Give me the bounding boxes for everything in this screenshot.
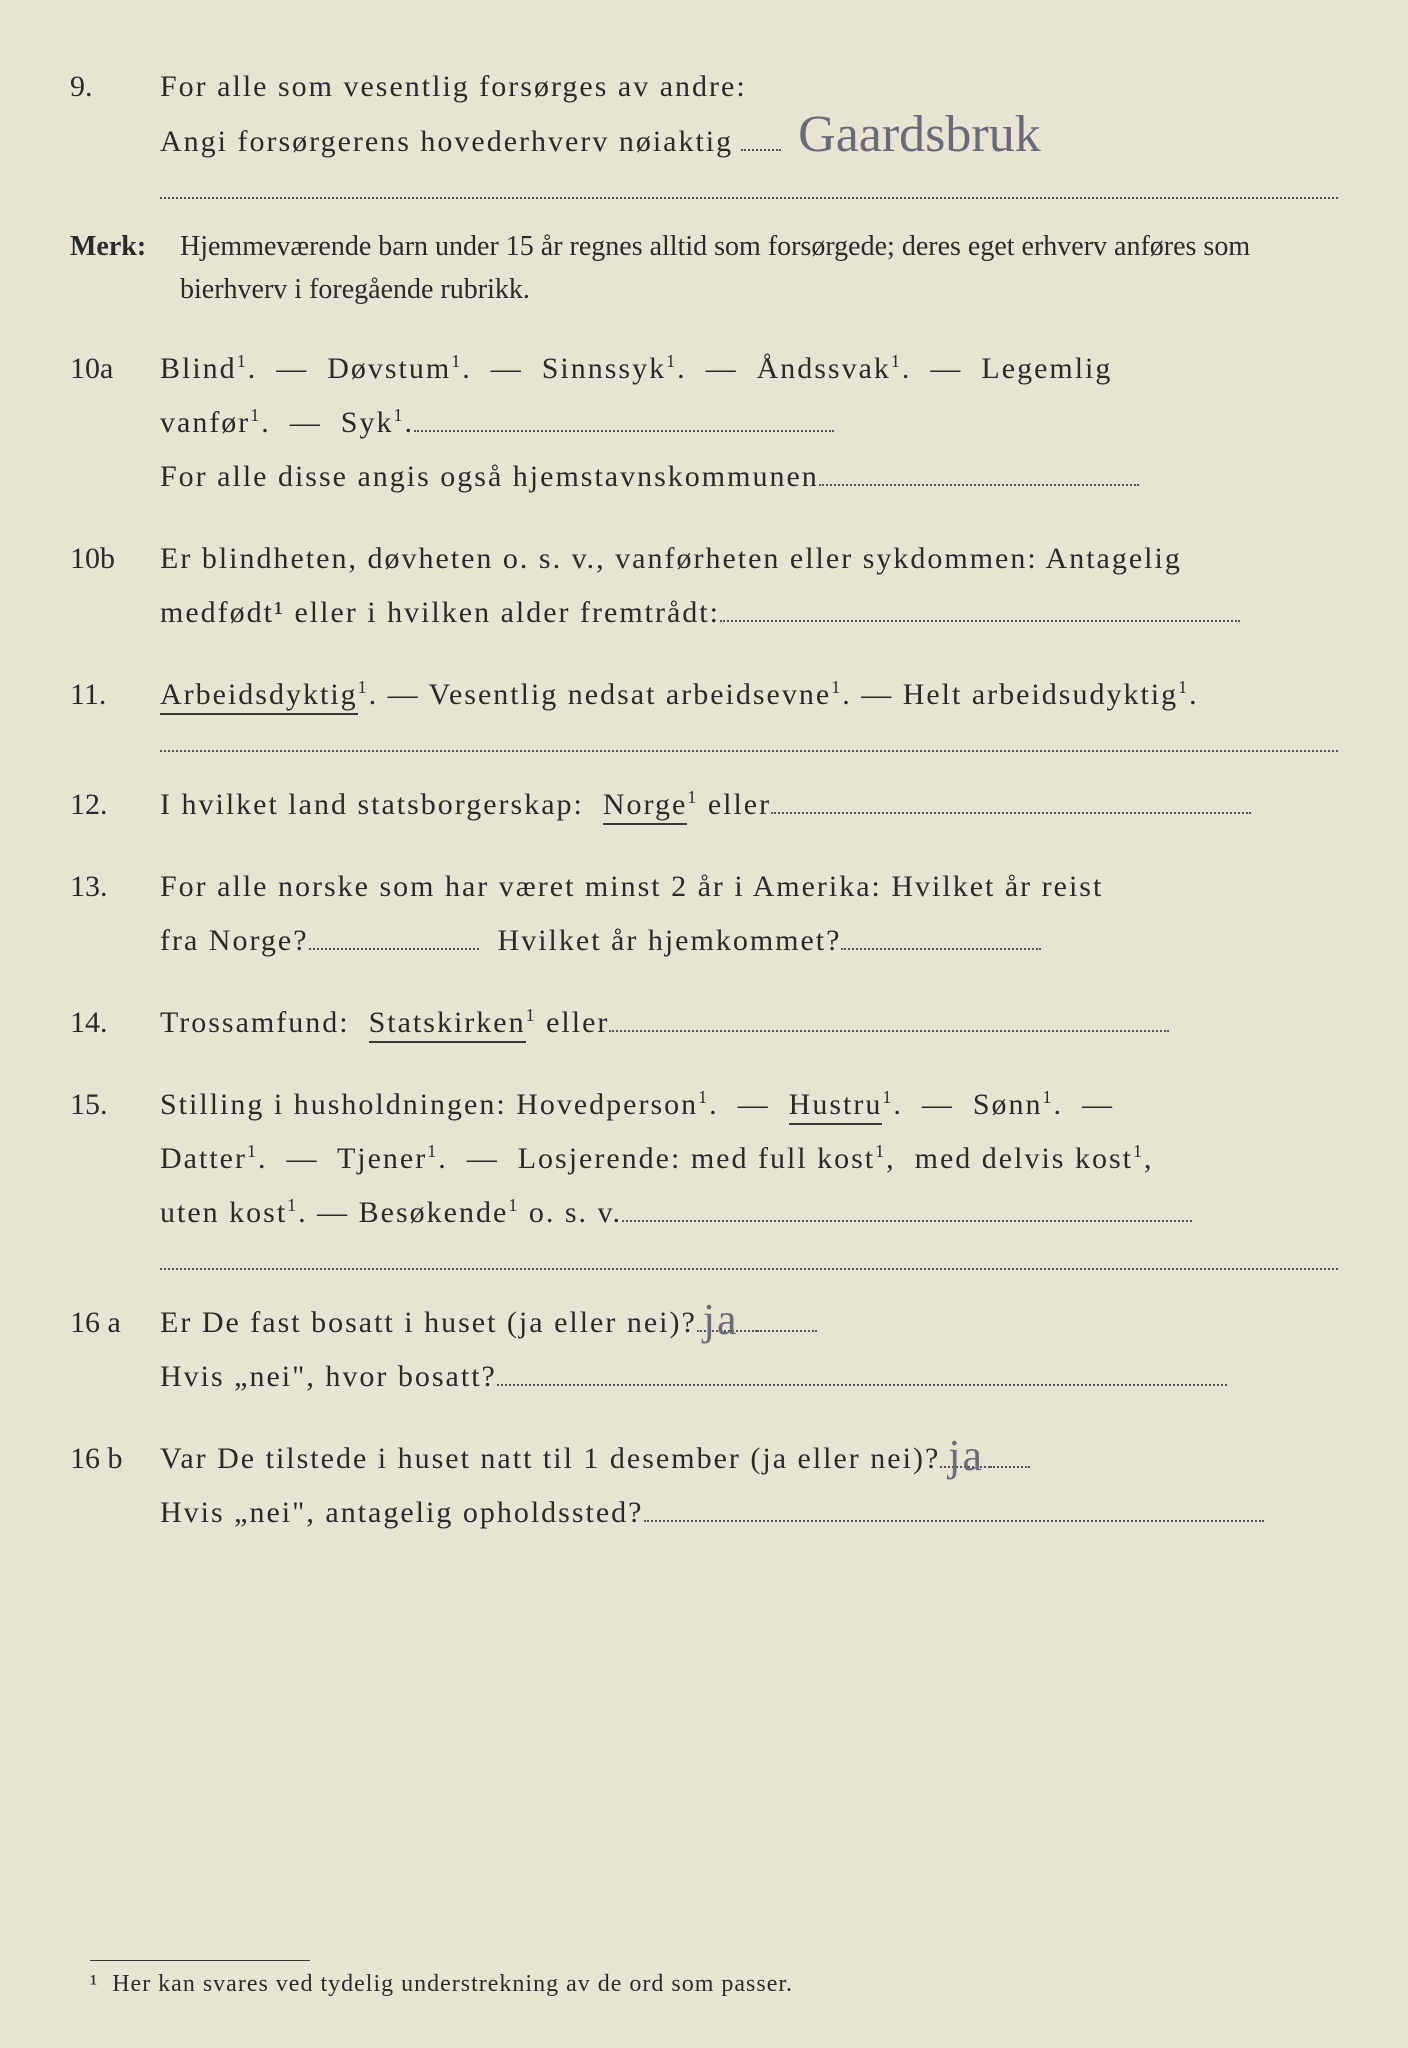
q14-number: 14.: [70, 996, 160, 1050]
q16a-body: Er De fast bosatt i huset (ja eller nei)…: [160, 1296, 1338, 1404]
question-14: 14. Trossamfund: Statskirken1 eller: [70, 996, 1338, 1050]
q12-body: I hvilket land statsborgerskap: Norge1 e…: [160, 778, 1338, 832]
opt-statskirken: Statskirken: [369, 1006, 526, 1043]
q16b-t2: Hvis „nei", antagelig opholdssted?: [160, 1496, 644, 1529]
q10a-fill-2: [819, 484, 1139, 486]
opt-nedsat: Vesentlig nedsat arbeidsevne: [429, 678, 832, 711]
q9-body: For alle som vesentlig forsørges av andr…: [160, 60, 1338, 169]
q16a-t1: Er De fast bosatt i huset (ja eller nei)…: [160, 1306, 697, 1339]
footnote-rule: [90, 1960, 310, 1961]
q9-line2: Angi forsørgerens hovederhverv nøiaktig: [160, 125, 733, 158]
divider-1: [160, 197, 1338, 199]
q16a-fill-2: [497, 1384, 1227, 1386]
merk-label: Merk:: [70, 225, 180, 312]
opt-udyktig: Helt arbeidsudyktig: [903, 678, 1178, 711]
question-12: 12. I hvilket land statsborgerskap: Norg…: [70, 778, 1338, 832]
opt-blind: Blind: [160, 352, 237, 385]
q16b-fill-2: [644, 1520, 1264, 1522]
opt-tjener: Tjener: [337, 1142, 427, 1175]
q16a-handwritten: ja: [703, 1302, 739, 1337]
q12-fill: [771, 812, 1251, 814]
opt-hustru: Hustru: [789, 1088, 883, 1125]
q11-body: Arbeidsdyktig1. — Vesentlig nedsat arbei…: [160, 668, 1338, 722]
opt-sinnssyk: Sinnssyk: [542, 352, 666, 385]
question-11: 11. Arbeidsdyktig1. — Vesentlig nedsat a…: [70, 668, 1338, 722]
q10b-line2: medfødt¹ eller i hvilken alder fremtrådt…: [160, 596, 720, 629]
q10a-fill-1: [414, 430, 834, 432]
q15-number: 15.: [70, 1078, 160, 1240]
q13-body: For alle norske som har været minst 2 år…: [160, 860, 1338, 968]
q16b-fill-1: ja: [940, 1466, 990, 1468]
q9-fill-dots: [741, 149, 781, 151]
q12-text: I hvilket land statsborgerskap:: [160, 788, 584, 821]
q16b-handwritten: ja: [948, 1438, 984, 1473]
q16a-fill-1: ja: [697, 1330, 757, 1332]
q12-eller: eller: [708, 788, 771, 821]
divider-2: [160, 750, 1338, 752]
q10b-body: Er blindheten, døvheten o. s. v., vanfør…: [160, 532, 1338, 640]
q16b-body: Var De tilstede i huset natt til 1 desem…: [160, 1432, 1338, 1540]
footnote: ¹ Her kan svares ved tydelig understrekn…: [90, 1960, 793, 1998]
q15-fill: [622, 1220, 1192, 1222]
q14-fill: [609, 1030, 1169, 1032]
q10a-line3: For alle disse angis også hjemstavnskomm…: [160, 460, 819, 493]
q15-t1: Stilling i husholdningen: Hovedperson: [160, 1088, 698, 1121]
q13-fill-2: [841, 948, 1041, 950]
merk-note: Merk: Hjemmeværende barn under 15 år reg…: [70, 225, 1338, 312]
q10a-body: Blind1. — Døvstum1. — Sinnssyk1. — Åndss…: [160, 342, 1338, 504]
q16b-t1: Var De tilstede i huset natt til 1 desem…: [160, 1442, 940, 1475]
question-16b: 16 b Var De tilstede i huset natt til 1 …: [70, 1432, 1338, 1540]
opt-arbeidsdyktig: Arbeidsdyktig: [160, 678, 358, 715]
opt-dovstum: Døvstum: [327, 352, 451, 385]
question-9: 9. For alle som vesentlig forsørges av a…: [70, 60, 1338, 169]
q9-number: 9.: [70, 60, 160, 169]
footnote-text: Her kan svares ved tydelig understreknin…: [112, 1971, 793, 1997]
question-10b: 10b Er blindheten, døvheten o. s. v., va…: [70, 532, 1338, 640]
opt-delvis: med delvis kost: [915, 1142, 1133, 1175]
q14-body: Trossamfund: Statskirken1 eller: [160, 996, 1338, 1050]
q10b-number: 10b: [70, 532, 160, 640]
opt-besokende: Besøkende: [359, 1196, 509, 1229]
merk-text: Hjemmeværende barn under 15 år regnes al…: [180, 225, 1338, 312]
q16b-fill-1b: [990, 1466, 1030, 1468]
q13-fill-1: [309, 948, 479, 950]
opt-datter: Datter: [160, 1142, 247, 1175]
q9-line1: For alle som vesentlig forsørges av andr…: [160, 70, 747, 103]
opt-uten: uten kost: [160, 1196, 287, 1229]
q11-number: 11.: [70, 668, 160, 722]
q12-number: 12.: [70, 778, 160, 832]
question-13: 13. For alle norske som har været minst …: [70, 860, 1338, 968]
q13-line1: For alle norske som har været minst 2 år…: [160, 870, 1103, 903]
q15-osv: o. s. v.: [529, 1196, 622, 1229]
q14-eller: eller: [546, 1006, 609, 1039]
q10a-number: 10a: [70, 342, 160, 504]
opt-vanfor: vanfør: [160, 406, 250, 439]
q16a-number: 16 a: [70, 1296, 160, 1404]
opt-losjerende: Losjerende: med full kost: [518, 1142, 875, 1175]
q13-number: 13.: [70, 860, 160, 968]
q14-text: Trossamfund:: [160, 1006, 350, 1039]
q10b-fill: [720, 620, 1240, 622]
q9-handwritten: Gaardsbruk: [798, 114, 1041, 156]
footnote-marker: ¹: [90, 1971, 98, 1997]
opt-norge: Norge: [603, 788, 687, 825]
q15-body: Stilling i husholdningen: Hovedperson1. …: [160, 1078, 1338, 1240]
q16b-number: 16 b: [70, 1432, 160, 1540]
q16a-fill-1b: [757, 1330, 817, 1332]
divider-3: [160, 1268, 1338, 1270]
q16a-t2: Hvis „nei", hvor bosatt?: [160, 1360, 497, 1393]
opt-syk: Syk: [341, 406, 394, 439]
q13-hjem: Hvilket år hjemkommet?: [498, 924, 842, 957]
opt-sonn: Sønn: [973, 1088, 1043, 1121]
q13-fra: fra Norge?: [160, 924, 309, 957]
opt-legemlig: Legemlig: [981, 352, 1112, 385]
q10b-line1: Er blindheten, døvheten o. s. v., vanfør…: [160, 542, 1182, 575]
opt-andssvak: Åndssvak: [757, 352, 891, 385]
question-16a: 16 a Er De fast bosatt i huset (ja eller…: [70, 1296, 1338, 1404]
question-10a: 10a Blind1. — Døvstum1. — Sinnssyk1. — Å…: [70, 342, 1338, 504]
census-form-page: 9. For alle som vesentlig forsørges av a…: [0, 0, 1408, 2048]
question-15: 15. Stilling i husholdningen: Hovedperso…: [70, 1078, 1338, 1240]
